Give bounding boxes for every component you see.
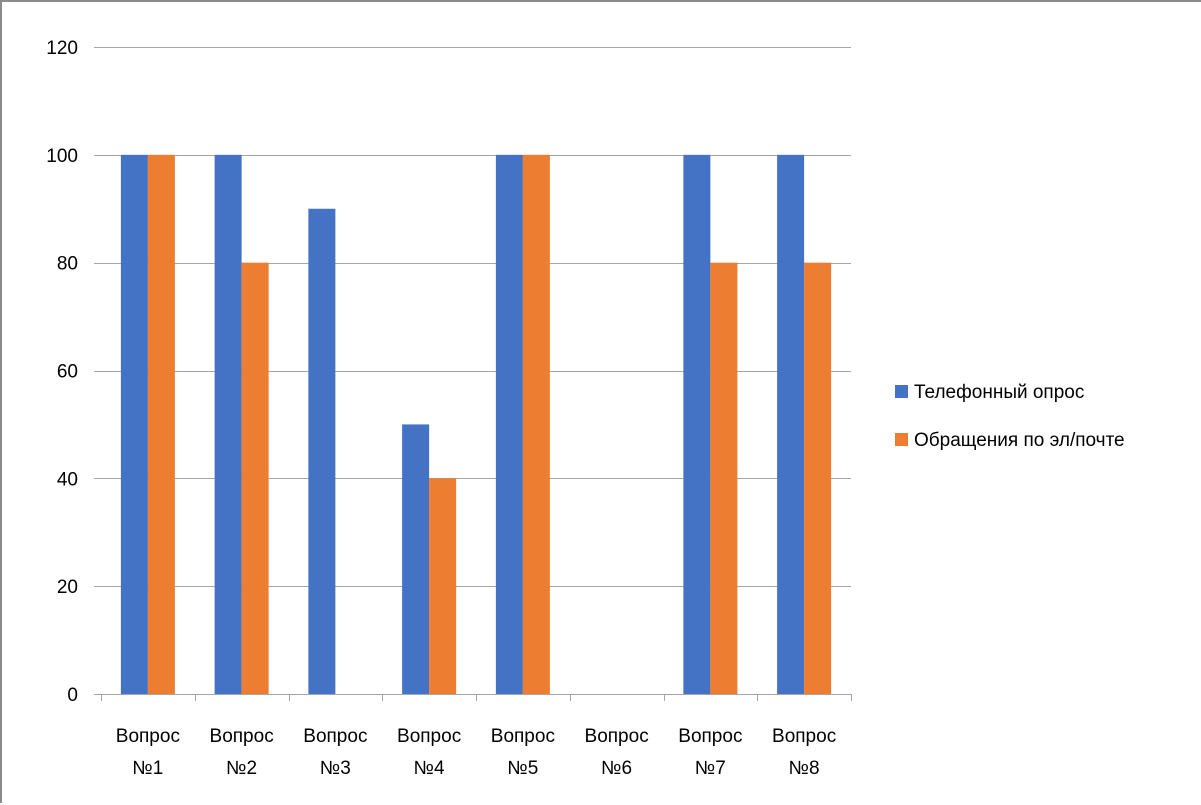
x-tick-label-line: Вопрос [772, 726, 836, 747]
legend: Телефонный опрос Обращения по эл/почте [895, 382, 1125, 451]
x-tick-label: Вопрос №1 [116, 726, 180, 779]
bar-series-2-cat-1 [147, 154, 175, 695]
bar-series-2-cat-8 [804, 262, 832, 694]
y-tick-labels: 0 20 40 60 80 100 120 [46, 38, 78, 706]
x-tick-label: Вопрос №2 [210, 726, 274, 779]
bars [120, 154, 832, 695]
bar-series-2-cat-5 [522, 154, 550, 695]
x-tick-label-line: Вопрос [397, 726, 461, 747]
bar-series-1-cat-5 [495, 154, 523, 695]
x-tick-label-line: №1 [132, 758, 163, 779]
x-tick-label: Вопрос №3 [303, 726, 367, 779]
x-tick-label-line: №4 [414, 758, 445, 779]
y-tick-label: 100 [46, 146, 78, 167]
bar-series-2-cat-2 [241, 262, 269, 694]
bar-series-2-cat-7 [710, 262, 738, 694]
legend-entry: Телефонный опрос [895, 382, 1084, 403]
bar-series-1-cat-7 [683, 154, 711, 695]
x-tick-label-line: №7 [695, 758, 726, 779]
legend-swatch [895, 385, 908, 398]
x-tick-label-line: Вопрос [491, 726, 555, 747]
bar-series-2-cat-4 [429, 478, 457, 694]
x-tick-label-line: Вопрос [210, 726, 274, 747]
x-tick-label-line: №8 [789, 758, 820, 779]
axes [94, 47, 852, 701]
legend-label: Телефонный опрос [914, 382, 1084, 403]
bar-series-1-cat-4 [402, 424, 430, 694]
y-tick-label: 20 [57, 577, 78, 598]
x-tick-label-line: №2 [226, 758, 257, 779]
x-tick-label: Вопрос №8 [772, 726, 836, 779]
y-tick-label: 40 [57, 469, 78, 490]
y-tick-label: 60 [57, 362, 78, 383]
y-tick-label: 120 [46, 38, 78, 59]
x-tick-label-line: №5 [507, 758, 538, 779]
x-tick-label: Вопрос №7 [678, 726, 742, 779]
x-tick-label-line: Вопрос [678, 726, 742, 747]
gridlines [101, 47, 851, 587]
bar-series-1-cat-3 [308, 208, 336, 694]
legend-entry: Обращения по эл/почте [895, 430, 1125, 451]
y-tick-label: 0 [67, 685, 78, 706]
x-tick-label-line: №3 [320, 758, 351, 779]
x-tick-label-line: Вопрос [585, 726, 649, 747]
x-tick-label: Вопрос №4 [397, 726, 461, 779]
x-tick-label-line: Вопрос [116, 726, 180, 747]
bar-series-1-cat-1 [120, 154, 148, 695]
x-tick-label-line: Вопрос [303, 726, 367, 747]
bar-series-1-cat-8 [777, 154, 805, 695]
legend-label: Обращения по эл/почте [914, 430, 1125, 451]
y-tick-label: 80 [57, 254, 78, 275]
x-tick-label: Вопрос №5 [491, 726, 555, 779]
x-tick-label-line: №6 [601, 758, 632, 779]
x-tick-labels: Вопрос №1 Вопрос №2 Вопрос №3 Вопрос №4 Вопрос №5… [116, 726, 836, 779]
legend-swatch [895, 433, 908, 446]
x-tick-label: Вопрос №6 [585, 726, 649, 779]
bar-series-1-cat-2 [214, 154, 242, 695]
